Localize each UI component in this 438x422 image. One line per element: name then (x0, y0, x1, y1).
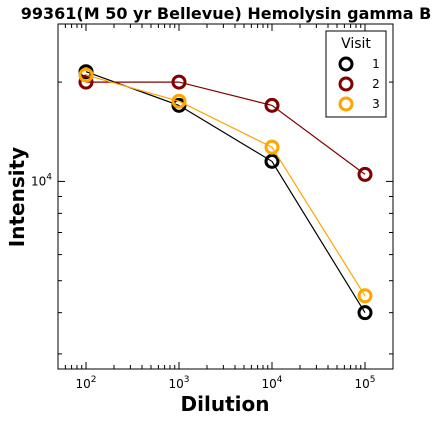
legend-label: 3 (372, 97, 380, 111)
legend: Visit 1 2 3 (325, 30, 387, 118)
series-line (85, 71, 366, 314)
series-2 (78, 74, 373, 182)
data-point (357, 166, 373, 182)
legend-items: 1 2 3 (338, 56, 380, 112)
legend-title: Visit (341, 36, 371, 52)
data-point (264, 139, 280, 155)
x-tick-label: 105 (354, 375, 375, 391)
data-point (264, 153, 280, 169)
x-tick-label: 102 (75, 375, 96, 391)
legend-marker (338, 96, 354, 112)
series-line (85, 74, 366, 297)
legend-box (325, 30, 387, 118)
series-layer (78, 64, 373, 321)
data-point (171, 74, 187, 90)
legend-label: 2 (372, 77, 380, 91)
data-point (264, 97, 280, 113)
data-point (78, 74, 94, 90)
data-point (357, 288, 373, 304)
legend-marker (338, 56, 354, 72)
legend-label: 1 (372, 57, 380, 71)
legend-marker (338, 76, 354, 92)
axis-ticks: 102 103 104 105 104 (31, 24, 393, 391)
series-3 (78, 67, 373, 304)
chart-title: 99361(M 50 yr Bellevue) Hemolysin gamma … (21, 4, 432, 23)
y-tick-label: 104 (31, 172, 52, 188)
y-axis-label: Intensity (5, 147, 29, 247)
data-point (78, 67, 94, 83)
data-point (357, 305, 373, 321)
series-line (86, 81, 366, 175)
data-point (171, 93, 187, 109)
x-tick-label: 104 (261, 375, 282, 391)
x-tick-label: 103 (168, 375, 189, 391)
x-axis-label: Dilution (181, 392, 270, 416)
